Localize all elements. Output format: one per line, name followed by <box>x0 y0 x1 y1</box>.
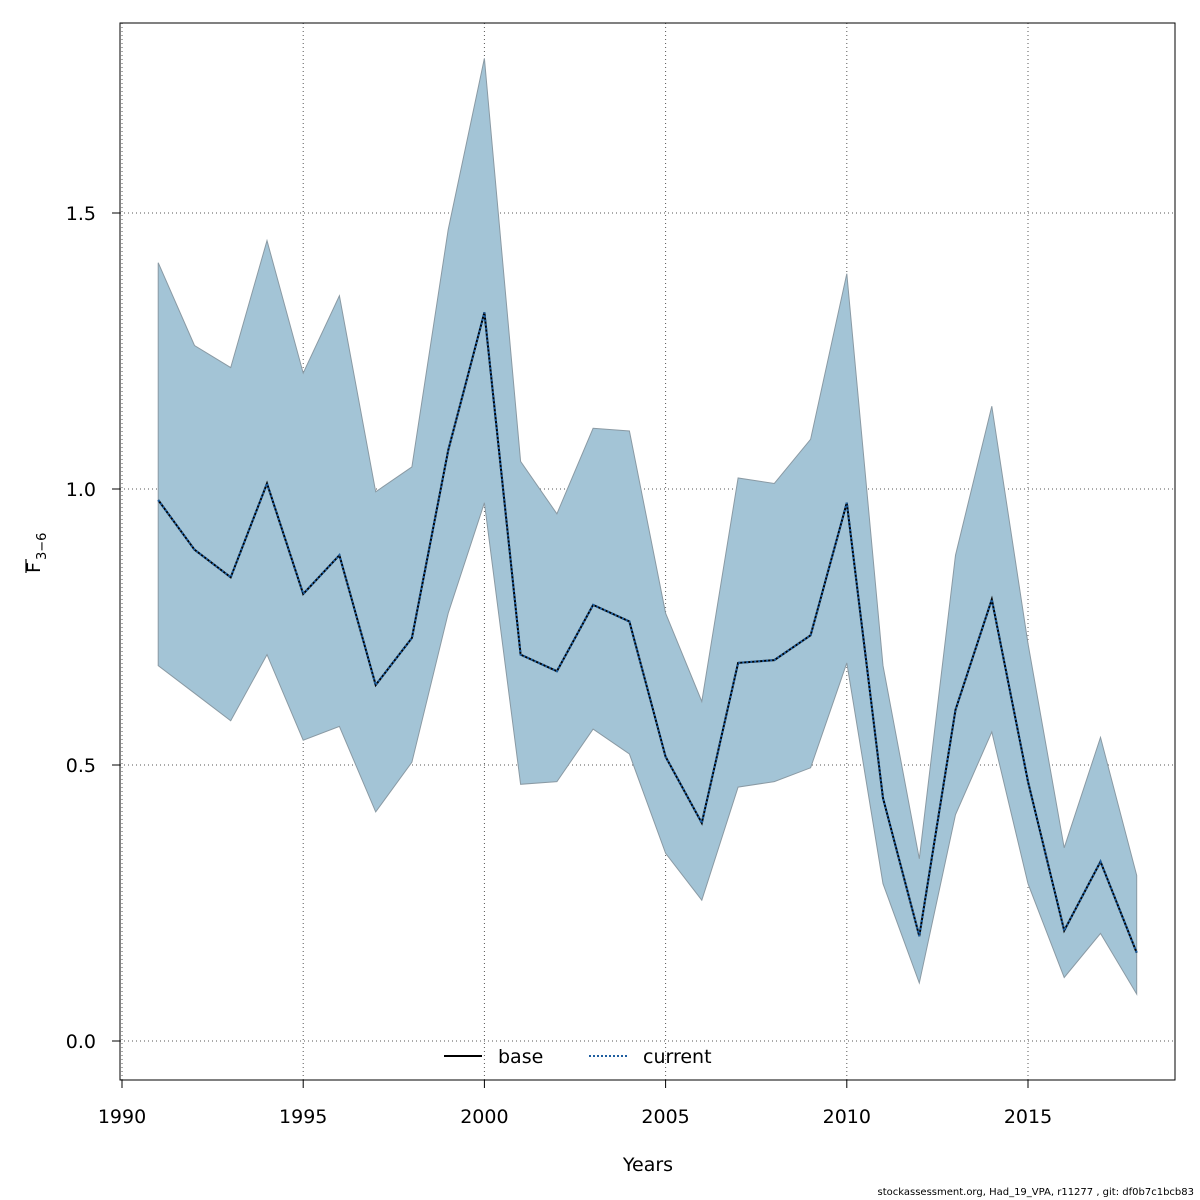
legend-label-current: current <box>643 1046 712 1068</box>
legend: base current <box>444 1046 712 1068</box>
y-tick-label: 0.5 <box>66 755 96 777</box>
x-tick-label: 1990 <box>98 1106 146 1128</box>
y-axis-title-subscript: 3−6 <box>35 533 50 560</box>
x-tick-label: 2005 <box>641 1106 689 1128</box>
y-axis: 0.0 0.5 1.0 1.5 <box>66 203 120 1053</box>
x-axis: 1990 1995 2000 2005 2010 2015 <box>98 1080 1052 1128</box>
series-line-current <box>157 312 1138 954</box>
x-tick-label: 2010 <box>823 1106 871 1128</box>
y-tick-label: 0.0 <box>66 1031 96 1053</box>
legend-label-base: base <box>498 1046 543 1068</box>
y-axis-title: F 3−6 <box>23 533 50 573</box>
y-axis-title-main: F <box>23 562 45 573</box>
y-tick-label: 1.5 <box>66 203 96 225</box>
confidence-band <box>157 58 1138 996</box>
plot-frame <box>119 22 1176 1081</box>
footer-credit: stockassessment.org, Had_19_VPA, r11277 … <box>877 1187 1195 1198</box>
x-tick-label: 2015 <box>1004 1106 1052 1128</box>
x-tick-label: 1995 <box>279 1106 327 1128</box>
x-axis-title: Years <box>622 1154 673 1176</box>
y-tick-label: 1.0 <box>66 479 96 501</box>
confidence-band-layer <box>157 58 1138 996</box>
x-tick-label: 2000 <box>460 1106 508 1128</box>
series-layer <box>157 312 1138 954</box>
